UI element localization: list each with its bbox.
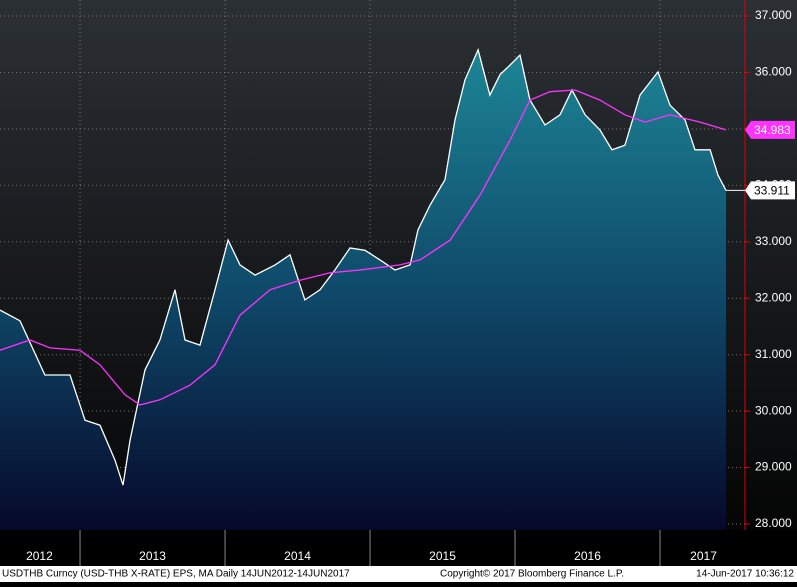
x-tick-label: 2017 (690, 549, 717, 563)
footer-right: 14-Jun-2017 10:36:12 (696, 569, 794, 580)
y-tick-label: 36.000 (755, 65, 792, 79)
x-tick-label: 2012 (26, 549, 53, 563)
last-value-label: 34.983 (754, 123, 791, 137)
x-tick-label: 2014 (284, 549, 311, 563)
series-line (0, 47, 727, 486)
y-tick-label: 32.000 (755, 290, 792, 304)
x-tick-label: 2016 (574, 549, 601, 563)
y-tick-label: 28.000 (755, 516, 792, 530)
area (0, 49, 727, 531)
last-value-tag (745, 120, 795, 139)
y-tick-label: 30.000 (755, 403, 792, 417)
y-tick-label: 37.000 (755, 8, 792, 22)
series-line (0, 89, 727, 406)
last-value-label: 33.911 (754, 184, 790, 198)
footer-band (0, 566, 797, 582)
footer-left: USDTHB Curncy (USD-THB X-RATE) EPS, MA D… (2, 569, 350, 580)
y-tick-label: 33.000 (755, 234, 792, 248)
footer-center: Copyright© 2017 Bloomberg Finance L.P. (440, 569, 624, 580)
last-value-tag (745, 181, 795, 200)
y-tick-label: 31.000 (755, 347, 792, 361)
y-tick-label: 29.000 (755, 460, 792, 474)
x-tick-label: 2015 (429, 549, 456, 563)
x-axis-band (0, 530, 797, 566)
x-tick-label: 2013 (139, 549, 166, 563)
